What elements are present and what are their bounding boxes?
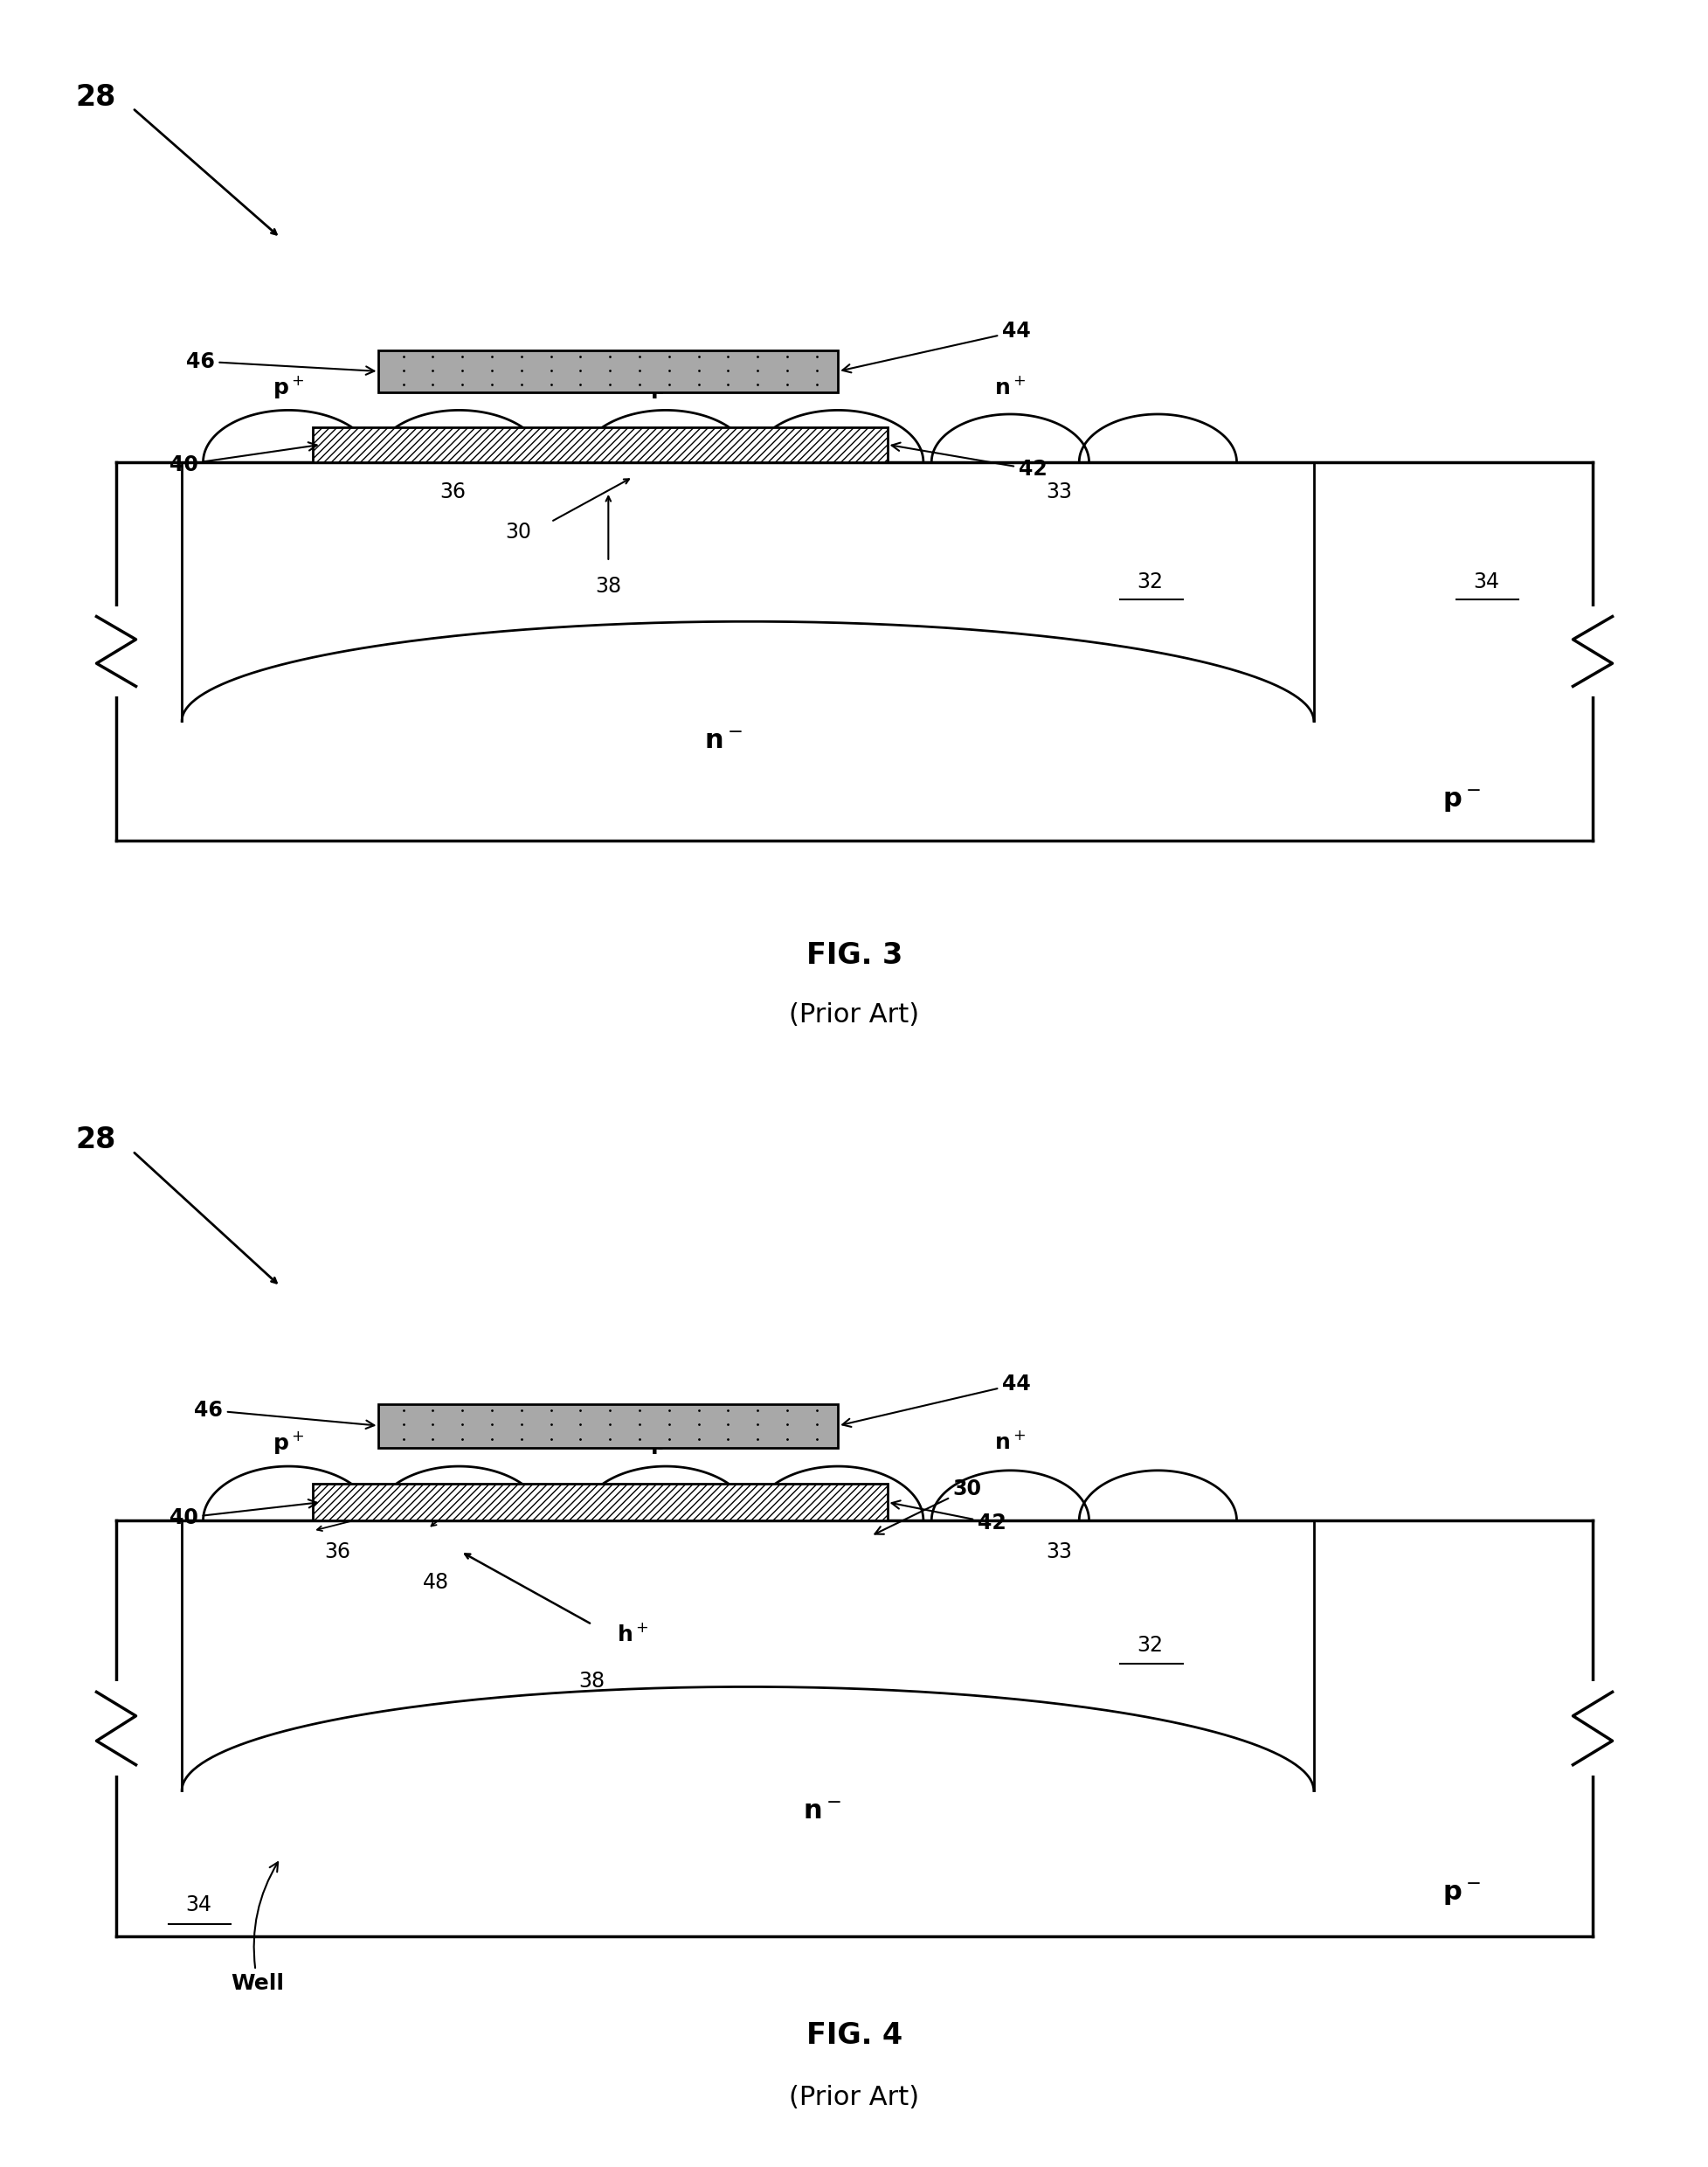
Text: h$^+$: h$^+$ [617,1623,647,1645]
Text: 38: 38 [594,576,622,598]
Text: 32: 32 [1136,1634,1161,1656]
Text: 30: 30 [506,522,531,542]
Text: 44: 44 [842,1374,1030,1426]
Text: (Prior Art): (Prior Art) [789,1003,919,1027]
Bar [313,427,886,462]
Text: 33: 33 [1045,481,1073,503]
Text: 46: 46 [186,351,374,375]
Bar [313,1484,886,1521]
Text: p$^+$: p$^+$ [272,1430,304,1456]
Text: p$^-$: p$^-$ [1442,1881,1479,1907]
Text: 44: 44 [842,321,1030,373]
Text: 30: 30 [874,1478,980,1534]
Text: 28: 28 [75,1125,116,1155]
Text: 36: 36 [325,1541,350,1562]
Bar [379,1404,837,1448]
Text: p$^+$: p$^+$ [649,375,681,401]
Text: 46: 46 [195,1400,374,1428]
Polygon shape [92,1682,140,1775]
Text: 34: 34 [184,1894,212,1916]
Text: p$^+$: p$^+$ [649,1430,681,1456]
Text: Well: Well [231,1861,284,1994]
Text: 28: 28 [75,82,116,113]
Text: 42: 42 [892,442,1047,479]
Polygon shape [1568,1682,1616,1775]
Text: n$^+$: n$^+$ [994,1432,1025,1454]
Text: 38: 38 [579,1671,605,1692]
Text: 33: 33 [1045,1541,1073,1562]
Text: 36: 36 [439,481,465,503]
Text: 48: 48 [422,1573,449,1593]
Text: FIG. 3: FIG. 3 [806,940,902,971]
Text: 34: 34 [1472,572,1498,592]
Text: n$^-$: n$^-$ [704,728,741,754]
Text: n$^+$: n$^+$ [994,377,1025,399]
Text: FIG. 4: FIG. 4 [806,2022,902,2050]
Text: 32: 32 [1136,572,1161,592]
Polygon shape [92,607,140,696]
Text: p$^-$: p$^-$ [1442,789,1479,815]
Polygon shape [1568,607,1616,696]
Text: (Prior Art): (Prior Art) [789,2085,919,2111]
Text: p$^+$: p$^+$ [272,375,304,401]
Text: 40: 40 [169,1500,316,1528]
Text: n$^-$: n$^-$ [803,1799,840,1825]
Bar [379,351,837,392]
Text: 40: 40 [169,442,316,475]
Text: 42: 42 [892,1500,1006,1534]
